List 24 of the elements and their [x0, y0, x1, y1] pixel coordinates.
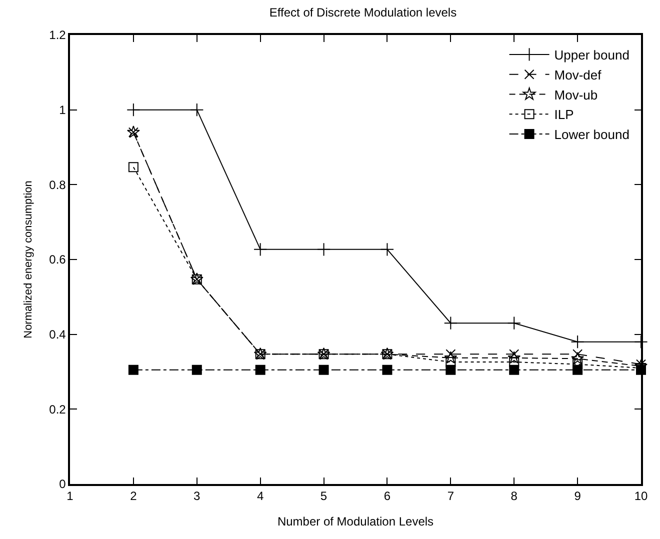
y-tick-label: 0.8	[49, 178, 66, 192]
x-tick-label: 3	[194, 489, 201, 504]
x-tick-label: 2	[130, 489, 138, 504]
y-axis-title: Normalized energy consumption	[22, 180, 34, 338]
legend-label: ILP	[554, 107, 574, 122]
x-tick-label: 9	[574, 489, 582, 504]
y-tick-label: 1	[59, 103, 66, 118]
x-tick-label: 5	[320, 489, 328, 504]
chart-title: Effect of Discrete Modulation levels	[269, 5, 457, 20]
x-tick-label: 10	[634, 489, 648, 504]
x-tick-label: 8	[510, 489, 518, 504]
y-tick-label: 0	[59, 477, 66, 492]
y-tick-label: 0.6	[49, 252, 66, 267]
x-tick-label: 7	[447, 489, 454, 504]
y-tick-label: 0.2	[49, 402, 66, 416]
legend-label: Upper bound	[554, 48, 630, 63]
y-tick-label: 0.4	[49, 328, 66, 342]
legend-label: Mov-def	[554, 67, 602, 82]
x-tick-label: 6	[384, 489, 391, 504]
x-axis-title: Number of Modulation Levels	[277, 514, 434, 529]
legend-label: Mov-ub	[554, 87, 598, 102]
legend-label: Lower bound	[554, 127, 630, 142]
x-tick-label: 4	[256, 489, 264, 504]
y-tick-label: 1.2	[49, 28, 66, 42]
